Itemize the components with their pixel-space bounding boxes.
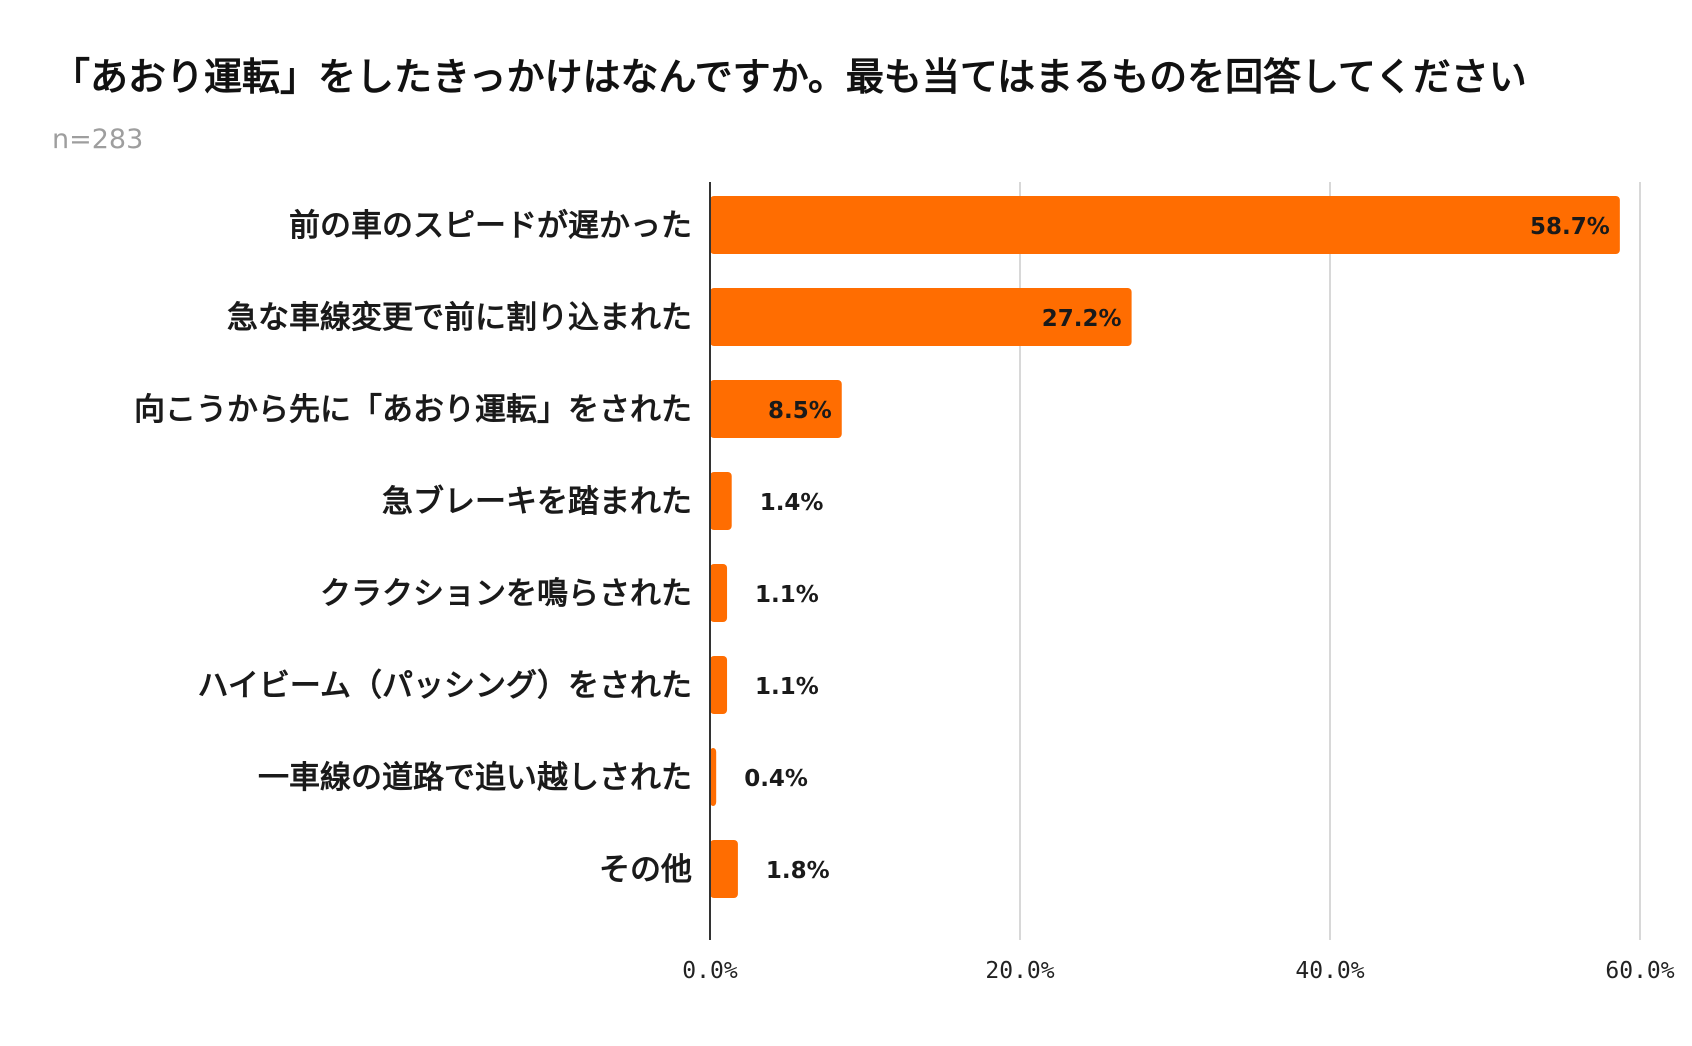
category-label: その他 — [599, 852, 692, 888]
bar — [710, 196, 1620, 254]
category-label: 一車線の道路で追い越しされた — [258, 760, 692, 796]
labels: 0.0% 20.0% 40.0% 60.0% 前の車のスピードが遅かった 58.7% 急な車… — [134, 208, 1675, 984]
bar — [710, 380, 842, 438]
x-tick-label: 20.0% — [985, 958, 1054, 984]
category-label: 向こうから先に「あおり運転」をされた — [134, 392, 692, 428]
bar — [710, 564, 728, 622]
bar — [710, 840, 738, 898]
chart-subtitle: n=283 — [52, 124, 143, 155]
bar — [710, 656, 728, 714]
chart-title: 「あおり運転」をしたきっかけはなんですか。最も当てはまるものを回答してください — [52, 55, 1527, 99]
data-label: 0.4% — [744, 766, 808, 792]
data-label: 58.7% — [1530, 214, 1610, 240]
data-label: 1.4% — [760, 490, 824, 516]
bar — [710, 748, 717, 806]
data-label: 1.8% — [766, 858, 830, 884]
data-label: 8.5% — [768, 398, 832, 424]
category-label: クラクションを鳴らされた — [320, 576, 692, 612]
data-label: 1.1% — [755, 582, 819, 608]
x-tick-label: 40.0% — [1295, 958, 1364, 984]
x-tick-label: 0.0% — [682, 958, 738, 984]
category-label: ハイビーム（パッシング）をされた — [198, 668, 692, 704]
data-label: 1.1% — [755, 674, 819, 700]
x-tick-label: 60.0% — [1605, 958, 1674, 984]
bars — [710, 196, 1620, 898]
category-label: 急な車線変更で前に割り込まれた — [227, 300, 692, 336]
category-label: 急ブレーキを踏まれた — [382, 484, 692, 520]
bar — [710, 288, 1132, 346]
category-label: 前の車のスピードが遅かった — [289, 208, 692, 244]
bar — [710, 472, 732, 530]
data-label: 27.2% — [1042, 306, 1122, 332]
